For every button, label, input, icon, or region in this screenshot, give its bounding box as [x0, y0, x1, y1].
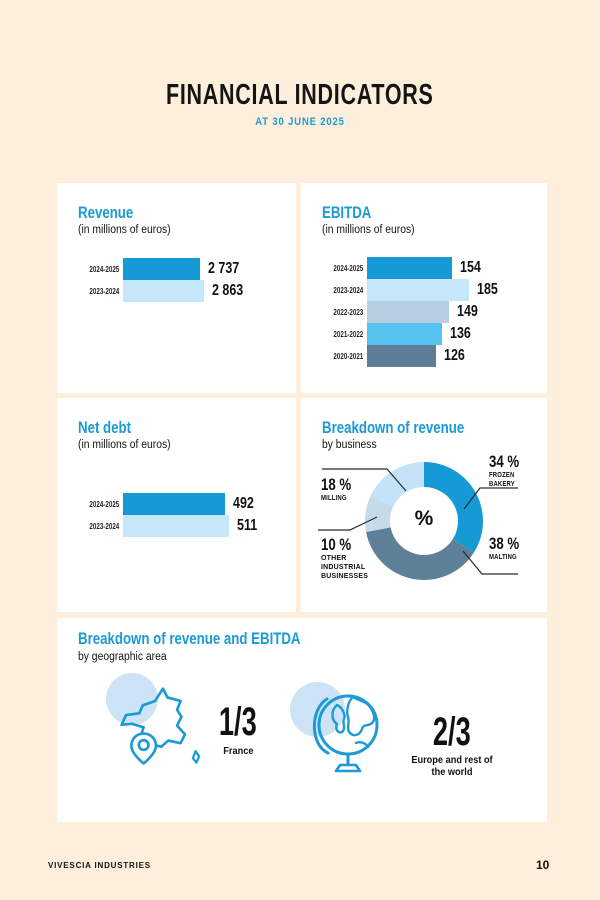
bar [123, 493, 225, 515]
donut-segment [370, 462, 424, 507]
revenue-card-subtitle: (in millions of euros) [78, 224, 171, 236]
net-debt-card-subtitle: (in millions of euros) [78, 439, 171, 451]
donut-segment [366, 527, 474, 580]
bar-value: 511 [237, 517, 258, 534]
net-debt-bar-chart: 2024-2025 492 2023-2024 511 [73, 493, 263, 537]
bar [367, 323, 442, 345]
bar-row: 2023-2024 2 863 [73, 280, 252, 302]
france-fraction: 1/3 [219, 700, 257, 744]
bar-row: 2020-2021 126 [317, 345, 504, 367]
ebitda-bar-chart: 2024-2025 154 2023-2024 185 2022-2023 149 2021… [317, 257, 504, 367]
net-debt-card: Net debt (in millions of euros) 2024-202… [57, 398, 296, 612]
page-number: 10 [536, 858, 550, 872]
leader-line-frozen-bakery [463, 487, 518, 510]
bar-category-label: 2023-2024 [89, 521, 119, 531]
bar [367, 257, 452, 279]
bar [123, 280, 204, 302]
france-map-icon [120, 687, 201, 765]
ebitda-card: EBITDA (in millions of euros) 2024-2025 1… [301, 183, 547, 393]
donut-segment [424, 462, 484, 553]
bar-category-label: 2024-2025 [333, 263, 363, 273]
globe-icon [312, 694, 379, 773]
footer-company-name: VIVESCIA INDUSTRIES [48, 861, 151, 870]
segment-label-frozen-bakery: 34 % FROZEN BAKERY [489, 452, 520, 488]
revenue-breakdown-card: Breakdown of revenue by business % 34 % … [301, 398, 547, 612]
geographic-card-subtitle: by geographic area [78, 651, 167, 663]
europe-fraction: 2/3 [433, 710, 471, 754]
bar-value: 126 [444, 347, 465, 364]
bar [123, 258, 200, 280]
bar [367, 345, 436, 367]
france-bg-circle [106, 673, 158, 725]
bar-value: 492 [233, 495, 254, 512]
bar-row: 2021-2022 136 [317, 323, 504, 345]
page-subtitle: AT 30 JUNE 2025 [255, 116, 345, 128]
bar-row: 2023-2024 511 [73, 515, 263, 537]
revenue-card-title: Revenue [78, 203, 134, 222]
bar-value: 154 [460, 259, 481, 276]
bar-row: 2024-2025 154 [317, 257, 504, 279]
france-fraction-block: 1/3 France [205, 702, 271, 758]
leader-line-malting [462, 550, 518, 575]
bar [367, 301, 449, 323]
bar-category-label: 2024-2025 [89, 499, 119, 509]
bar-category-label: 2023-2024 [333, 285, 363, 295]
revenue-breakdown-title: Breakdown of revenue [322, 418, 465, 437]
leader-line-other [318, 516, 378, 531]
bar-row: 2024-2025 2 737 [73, 258, 252, 280]
bar-category-label: 2021-2022 [333, 329, 363, 339]
donut-center-symbol: % [414, 507, 434, 530]
segment-label-malting: 38 % MALTING [489, 534, 520, 561]
donut-chart-svg [318, 462, 518, 580]
ebitda-card-subtitle: (in millions of euros) [322, 224, 415, 236]
donut-segments [365, 462, 484, 580]
bar-value: 149 [457, 303, 478, 320]
donut-segment [365, 495, 394, 533]
net-debt-card-title: Net debt [78, 418, 132, 437]
europe-fraction-block: 2/3 Europe and rest of the world [405, 712, 499, 779]
bar-category-label: 2023-2024 [89, 286, 119, 296]
bar-row: 2024-2025 492 [73, 493, 263, 515]
bar [123, 515, 229, 537]
leader-line-milling [322, 468, 407, 492]
bar-category-label: 2024-2025 [89, 264, 119, 274]
bar-category-label: 2022-2023 [333, 307, 363, 317]
bar-row: 2022-2023 149 [317, 301, 504, 323]
revenue-breakdown-subtitle: by business [322, 439, 377, 451]
bar-category-label: 2020-2021 [333, 351, 363, 361]
segment-label-milling: 18 % MILLING [321, 475, 352, 502]
segment-label-other-industrial: 10 % OTHER INDUSTRIAL BUSINESSES [321, 535, 369, 580]
revenue-card: Revenue (in millions of euros) 2024-2025… [57, 183, 296, 393]
bar [367, 279, 469, 301]
bar-value: 136 [450, 325, 471, 342]
geographic-card-title: Breakdown of revenue and EBITDA [78, 629, 301, 648]
page-header: FINANCIAL INDICATORS AT 30 JUNE 2025 [0, 79, 600, 130]
ebitda-card-title: EBITDA [322, 203, 372, 222]
page-title: FINANCIAL INDICATORS [166, 79, 434, 111]
bar-row: 2023-2024 185 [317, 279, 504, 301]
revenue-bar-chart: 2024-2025 2 737 2023-2024 2 863 [73, 258, 252, 302]
bar-value: 2 863 [212, 282, 244, 299]
bar-value: 185 [477, 281, 498, 298]
bar-value: 2 737 [208, 260, 240, 277]
europe-label: Europe and rest of the world [411, 755, 493, 778]
geographic-breakdown-card: Breakdown of revenue and EBITDA by geogr… [57, 618, 547, 822]
france-label: France [222, 746, 254, 757]
